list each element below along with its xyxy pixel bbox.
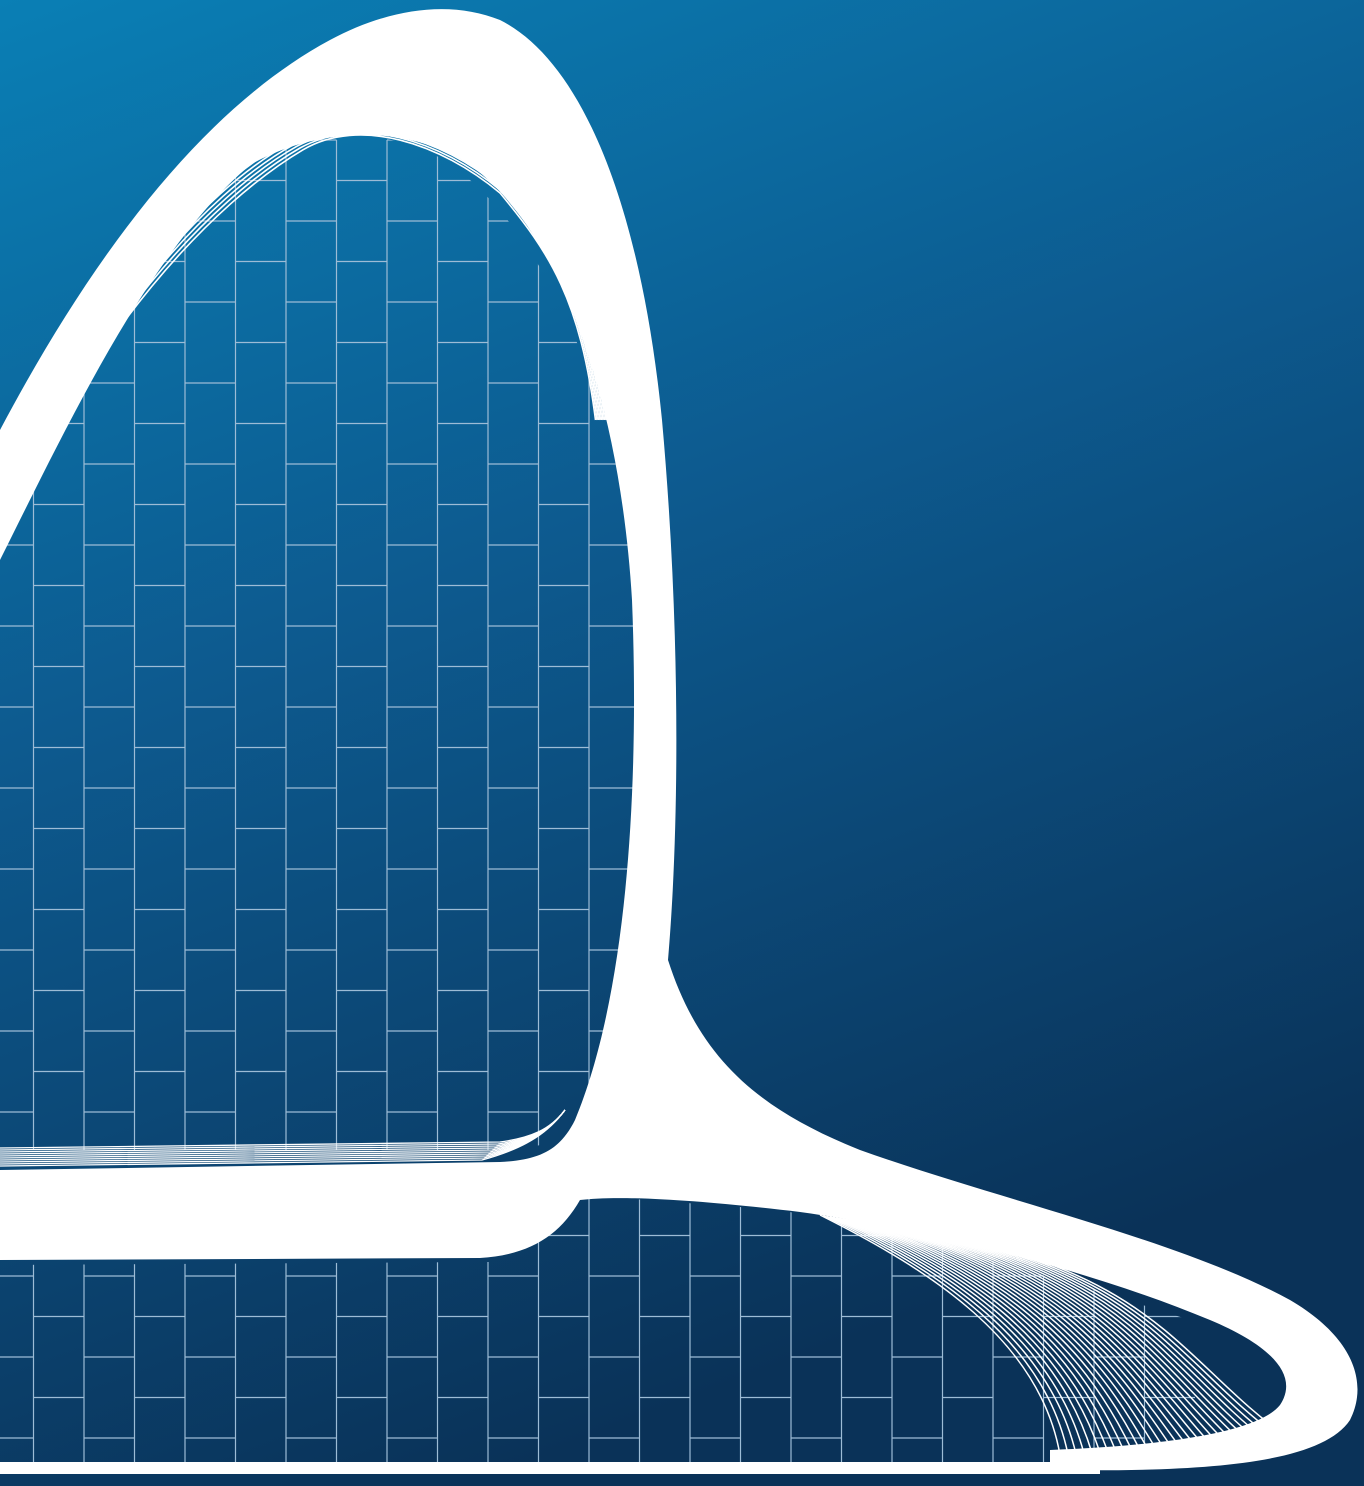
ribbon-rib-line xyxy=(845,1218,1125,1452)
ribbon-rib-line xyxy=(883,1224,1221,1446)
ribbon-rib-line xyxy=(912,1228,1293,1442)
ribbon-rib-line xyxy=(832,1216,1093,1454)
ribbon-rib-line xyxy=(0,128,601,519)
ribbon-rib-line xyxy=(829,1215,1085,1454)
ribbon-rib-line xyxy=(851,1219,1141,1451)
ribbon-edge-lines xyxy=(0,112,1293,1456)
ribbon-rib-line xyxy=(0,114,612,477)
ribbon-rib-line xyxy=(887,1224,1229,1446)
ribbon-rib-line xyxy=(0,1109,566,1167)
ribbon-rib-line xyxy=(871,1222,1189,1448)
ribbon-rib-line xyxy=(893,1225,1245,1445)
ribbon-rib-line xyxy=(874,1222,1197,1447)
ribbon-rib-line xyxy=(854,1219,1149,1450)
ribbon-rib-line xyxy=(890,1225,1237,1445)
ribbon-rib-line xyxy=(903,1227,1269,1443)
ribbon-rib-line xyxy=(0,126,603,513)
ribbon-rib-line xyxy=(848,1218,1133,1451)
ribbon-rib-line xyxy=(906,1227,1277,1443)
ribbon-rib-line xyxy=(909,1228,1285,1442)
white-ribbon-shape xyxy=(0,9,1358,1471)
ribbon-rib-line xyxy=(838,1217,1109,1453)
ribbon-rib-line xyxy=(0,112,613,471)
ribbon-rib-line xyxy=(0,130,600,525)
ribbon-rib-line xyxy=(896,1226,1253,1444)
ribbon-rib-line xyxy=(877,1223,1205,1447)
ribbon-rib-line xyxy=(822,1214,1069,1455)
ribbon-rib-line xyxy=(0,122,606,501)
ground-line xyxy=(0,1462,1100,1474)
ribbon-rib-line xyxy=(858,1220,1157,1450)
ribbon-rib-line xyxy=(826,1215,1077,1455)
ribbon-rib-line xyxy=(880,1223,1213,1447)
ribbon-rib-line xyxy=(0,124,604,507)
ribbon-rib-line xyxy=(0,116,610,483)
ribbon-rib-line xyxy=(819,1214,1061,1456)
ribbon-rib-line xyxy=(0,120,607,495)
ribbon-rib-line xyxy=(0,134,597,537)
ribbon-rib-line xyxy=(0,118,609,489)
ribbon-rib-line xyxy=(685,1051,936,1204)
ribbon-rib-line xyxy=(842,1217,1117,1452)
ribbon-rib-line xyxy=(835,1216,1101,1453)
ribbon-rib-line xyxy=(899,1226,1261,1444)
ribbon-rib-line xyxy=(861,1220,1165,1449)
ribbon-rib-line xyxy=(0,132,598,531)
ribbon-rib-line xyxy=(867,1221,1181,1448)
ribbon-rib-line xyxy=(864,1221,1173,1449)
